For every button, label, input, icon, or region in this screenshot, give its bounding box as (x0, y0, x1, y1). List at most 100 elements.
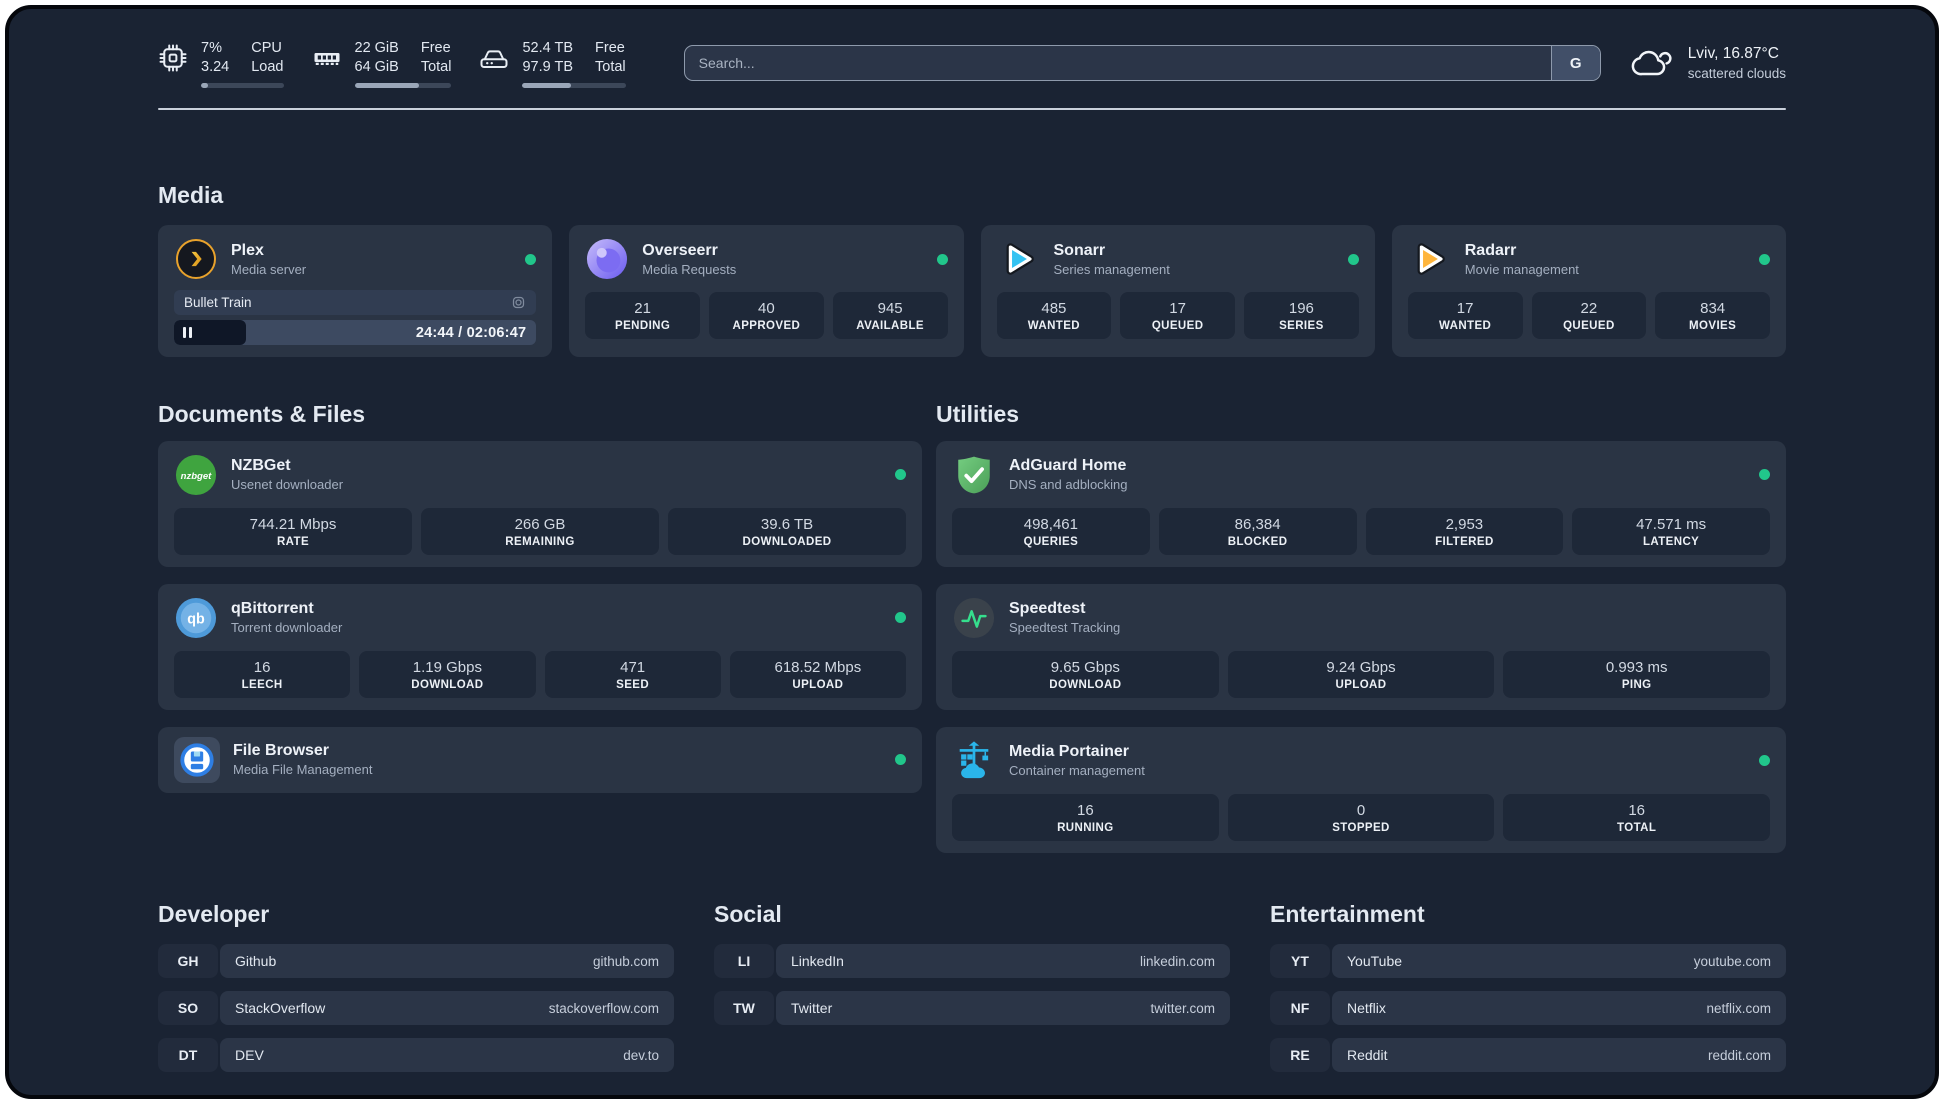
section-documents: Documents & Files nzbget NZBGet U (158, 401, 922, 793)
link-row-dev[interactable]: DT DEV dev.to (158, 1038, 674, 1073)
link-name: Netflix (1347, 1000, 1386, 1017)
stat-tile: 1.19 Gbps DOWNLOAD (359, 650, 536, 698)
memory-total-label: Total (420, 58, 452, 75)
stat-value: 40 (758, 300, 775, 318)
app-subtitle: Movie management (1464, 261, 1579, 277)
adguard-card[interactable]: AdGuard Home DNS and adblocking 498,461 … (936, 440, 1786, 567)
stat-tile: 16 LEECH (174, 650, 351, 698)
app-subtitle: Media Requests (642, 261, 737, 277)
stat-value: 485 (1041, 300, 1067, 318)
app-title: NZBGet (231, 457, 291, 475)
status-dot (1759, 469, 1770, 481)
memory-free-value: 22 GiB (354, 40, 399, 56)
stat-tile: 618.52 Mbps UPLOAD (729, 650, 906, 698)
section-media: Media Plex (158, 182, 1786, 358)
stat-label: LEECH (241, 678, 283, 691)
radarr-card[interactable]: Radarr Movie management 17 WANTED 22 QUE… (1391, 225, 1786, 358)
stat-tile: 47.571 ms LATENCY (1572, 507, 1770, 555)
cpu-icon (158, 43, 188, 78)
app-title: File Browser (233, 742, 330, 760)
overseerr-icon (585, 237, 629, 281)
cpu-stat: 7% 3.24 CPU Load (158, 39, 284, 88)
link-name: Github (235, 953, 277, 970)
sonarr-icon (997, 237, 1041, 281)
link-row-reddit[interactable]: RE Reddit reddit.com (1270, 1038, 1786, 1073)
link-row-linkedin[interactable]: LI LinkedIn linkedin.com (714, 944, 1230, 979)
stat-label: DOWNLOADED (742, 535, 832, 548)
link-url: linkedin.com (1139, 953, 1215, 969)
search-engine-button[interactable]: G (1550, 46, 1600, 81)
app-subtitle: Media File Management (233, 762, 373, 778)
stat-tile: 21 PENDING (585, 292, 700, 340)
link-name: LinkedIn (791, 953, 844, 970)
cpu-usage-value: 7% (201, 40, 222, 56)
link-row-netflix[interactable]: NF Netflix netflix.com (1270, 991, 1786, 1026)
stat-tile: 0.993 ms PING (1503, 650, 1771, 698)
stat-label: RATE (276, 535, 310, 548)
status-dot (895, 754, 906, 766)
stat-tile: 40 APPROVED (709, 292, 824, 340)
link-abbr: GH (158, 944, 218, 979)
link-name: StackOverflow (235, 1000, 326, 1017)
sonarr-card[interactable]: Sonarr Series management 485 WANTED 17 Q… (980, 225, 1375, 358)
link-url: dev.to (623, 1047, 659, 1063)
stat-tile: 498,461 QUERIES (952, 507, 1150, 555)
speedtest-icon (952, 596, 996, 640)
link-row-youtube[interactable]: YT YouTube youtube.com (1270, 944, 1786, 979)
memory-stat: 22 GiB 64 GiB Free Total (312, 39, 452, 88)
filebrowser-card[interactable]: File Browser Media File Management (158, 726, 922, 793)
stat-tile: 744.21 Mbps RATE (174, 507, 412, 555)
weather-location-temp: Lviv, 16.87°C (1687, 45, 1779, 63)
overseerr-card[interactable]: Overseerr Media Requests 21 PENDING 40 A… (569, 225, 964, 358)
stat-tile: 86,384 BLOCKED (1158, 507, 1357, 555)
stat-label: LATENCY (1642, 535, 1700, 548)
stat-label: REMAINING (505, 535, 575, 548)
stat-label: QUEUED (1151, 320, 1204, 333)
link-row-twitter[interactable]: TW Twitter twitter.com (714, 991, 1230, 1026)
cpu-load-value: 3.24 (201, 58, 230, 75)
dashboard-content: 7% 3.24 CPU Load (158, 9, 1786, 1073)
status-dot (1759, 253, 1770, 265)
storage-progress-bar (522, 82, 626, 88)
stat-value: 834 (1700, 300, 1726, 318)
nzbget-card[interactable]: nzbget NZBGet Usenet downloader 744.21 M… (158, 440, 922, 567)
link-name: Twitter (791, 1000, 833, 1017)
portainer-icon (952, 739, 996, 783)
stat-value: 47.571 ms (1636, 515, 1707, 533)
app-subtitle: Media server (231, 261, 307, 277)
speedtest-card[interactable]: Speedtest Speedtest Tracking 9.65 Gbps D… (936, 583, 1786, 710)
stat-value: 266 GB (514, 515, 566, 533)
plex-card[interactable]: Plex Media server Bullet Train (158, 225, 553, 358)
nzbget-icon: nzbget (174, 453, 218, 497)
stat-value: 196 (1288, 300, 1314, 318)
stat-value: 16 (1076, 801, 1094, 819)
stat-tile: 485 WANTED (996, 292, 1112, 340)
link-row-stackoverflow[interactable]: SO StackOverflow stackoverflow.com (158, 991, 674, 1026)
clouds-icon (1631, 46, 1675, 80)
stat-label: QUEUED (1563, 320, 1615, 333)
stat-value: 22 (1580, 300, 1598, 318)
app-title: Sonarr (1053, 241, 1106, 259)
qbittorrent-card[interactable]: qb qBittorrent Torrent downloader 16 LEE… (158, 583, 922, 710)
portainer-card[interactable]: Media Portainer Container management 16 … (936, 726, 1786, 853)
memory-progress-fill (354, 82, 419, 88)
ram-icon (312, 43, 342, 78)
stat-value: 86,384 (1234, 515, 1281, 533)
status-dot (1759, 755, 1770, 767)
stat-label: DOWNLOAD (411, 678, 484, 691)
pause-icon (183, 327, 192, 339)
app-subtitle: Usenet downloader (231, 477, 344, 493)
now-playing-row[interactable]: Bullet Train (174, 290, 537, 316)
stat-value: 21 (634, 300, 651, 318)
storage-stat-body: 52.4 TB 97.9 TB Free Total (522, 39, 626, 88)
link-url: youtube.com (1693, 953, 1771, 969)
link-url: reddit.com (1707, 1047, 1771, 1063)
app-title: Radarr (1464, 241, 1517, 259)
stat-value: 744.21 Mbps (249, 515, 337, 533)
link-row-github[interactable]: GH Github github.com (158, 944, 674, 979)
search-input[interactable] (684, 46, 1551, 81)
storage-progress-fill (522, 82, 571, 88)
adguard-icon (952, 453, 996, 497)
playback-progress-bar[interactable]: 24:44 / 02:06:47 (174, 320, 537, 346)
stat-value: 471 (620, 658, 646, 676)
